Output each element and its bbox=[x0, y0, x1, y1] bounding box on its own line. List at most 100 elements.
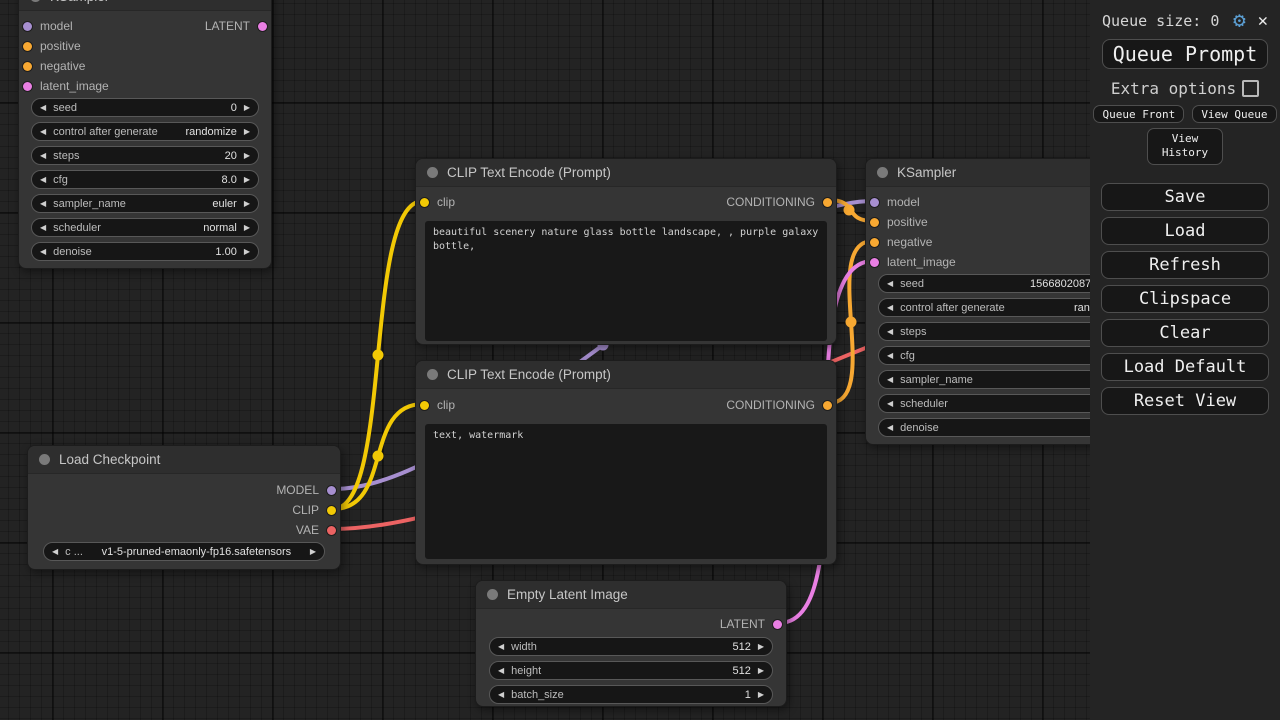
widget-batch-size[interactable]: ◀ batch_size 1 ▶ bbox=[489, 685, 773, 704]
node-title-bar[interactable]: CLIP Text Encode (Prompt) bbox=[416, 361, 836, 389]
decrement-arrow-icon[interactable]: ◀ bbox=[887, 374, 894, 384]
decrement-arrow-icon[interactable]: ◀ bbox=[887, 350, 894, 360]
decrement-arrow-icon[interactable]: ◀ bbox=[40, 102, 47, 112]
output-port-latent[interactable] bbox=[258, 21, 267, 31]
input-port-latent-image[interactable] bbox=[870, 257, 879, 267]
node-title-bar[interactable]: Load Checkpoint bbox=[28, 446, 340, 474]
widget-width[interactable]: ◀ width 512 ▶ bbox=[489, 637, 773, 656]
widget-steps[interactable]: ◀ steps bbox=[878, 322, 1142, 341]
node-title-bar[interactable]: Empty Latent Image bbox=[476, 581, 786, 609]
widget-sampler-name[interactable]: ◀ sampler_name bbox=[878, 370, 1142, 389]
increment-arrow-icon[interactable]: ▶ bbox=[243, 174, 250, 184]
decrement-arrow-icon[interactable]: ◀ bbox=[40, 174, 47, 184]
widget-seed[interactable]: ◀ seed 1566802087 bbox=[878, 274, 1142, 293]
decrement-arrow-icon[interactable]: ◀ bbox=[40, 222, 47, 232]
widget-cfg[interactable]: ◀ cfg 8.0 ▶ bbox=[31, 170, 259, 189]
input-port-positive[interactable] bbox=[870, 217, 879, 227]
decrement-arrow-icon[interactable]: ◀ bbox=[887, 398, 894, 408]
input-port-latent-image[interactable] bbox=[23, 81, 32, 91]
collapse-dot-icon[interactable] bbox=[427, 369, 438, 380]
queue-front-button[interactable]: Queue Front bbox=[1093, 105, 1185, 123]
refresh-button[interactable]: Refresh bbox=[1101, 250, 1269, 279]
queue-prompt-button[interactable]: Queue Prompt bbox=[1102, 39, 1268, 69]
view-history-button[interactable]: View History bbox=[1146, 128, 1224, 165]
decrement-arrow-icon[interactable]: ◀ bbox=[887, 302, 894, 312]
decrement-arrow-icon[interactable]: ◀ bbox=[498, 665, 505, 675]
collapse-dot-icon[interactable] bbox=[30, 0, 41, 2]
node-title-bar[interactable]: CLIP Text Encode (Prompt) bbox=[416, 159, 836, 187]
widget-label: batch_size bbox=[511, 688, 564, 701]
clipspace-button[interactable]: Clipspace bbox=[1101, 284, 1269, 313]
input-port-model[interactable] bbox=[23, 21, 32, 31]
increment-arrow-icon[interactable]: ▶ bbox=[243, 150, 250, 160]
prompt-textarea[interactable]: text, watermark bbox=[425, 424, 827, 559]
output-port-conditioning[interactable] bbox=[823, 197, 832, 207]
widget-ckpt-name[interactable]: ◀ c ... v1-5-pruned-emaonly-fp16.safeten… bbox=[43, 542, 325, 561]
increment-arrow-icon[interactable]: ▶ bbox=[757, 689, 764, 699]
close-icon[interactable]: ✕ bbox=[1257, 10, 1268, 31]
widget-label: steps bbox=[53, 149, 80, 162]
view-queue-button[interactable]: View Queue bbox=[1192, 105, 1277, 123]
output-port-vae[interactable] bbox=[327, 525, 336, 535]
decrement-arrow-icon[interactable]: ◀ bbox=[40, 126, 47, 136]
node-title: KSampler bbox=[50, 0, 109, 4]
widget-sampler-name[interactable]: ◀ sampler_name euler ▶ bbox=[31, 194, 259, 213]
decrement-arrow-icon[interactable]: ◀ bbox=[40, 246, 47, 256]
widget-cfg[interactable]: ◀ cfg bbox=[878, 346, 1142, 365]
prev-arrow-icon[interactable]: ◀ bbox=[52, 546, 59, 556]
widget-denoise[interactable]: ◀ denoise 1.00 ▶ bbox=[31, 242, 259, 261]
widget-control-after-generate[interactable]: ◀ control after generate randomize ▶ bbox=[31, 122, 259, 141]
output-port-conditioning[interactable] bbox=[823, 400, 832, 410]
collapse-dot-icon[interactable] bbox=[39, 454, 50, 465]
load-default-button[interactable]: Load Default bbox=[1101, 352, 1269, 381]
output-port-latent[interactable] bbox=[773, 619, 782, 629]
decrement-arrow-icon[interactable]: ◀ bbox=[498, 689, 505, 699]
increment-arrow-icon[interactable]: ▶ bbox=[243, 126, 250, 136]
collapse-dot-icon[interactable] bbox=[877, 167, 888, 178]
increment-arrow-icon[interactable]: ▶ bbox=[243, 246, 250, 256]
widget-denoise[interactable]: ◀ denoise bbox=[878, 418, 1142, 437]
increment-arrow-icon[interactable]: ▶ bbox=[757, 665, 764, 675]
decrement-arrow-icon[interactable]: ◀ bbox=[887, 422, 894, 432]
decrement-arrow-icon[interactable]: ◀ bbox=[40, 150, 47, 160]
input-port-negative[interactable] bbox=[23, 61, 32, 71]
widget-height[interactable]: ◀ height 512 ▶ bbox=[489, 661, 773, 680]
node-empty-latent-image[interactable]: Empty Latent Image LATENT ◀ width 512 ▶ … bbox=[475, 580, 787, 707]
increment-arrow-icon[interactable]: ▶ bbox=[243, 222, 250, 232]
increment-arrow-icon[interactable]: ▶ bbox=[243, 198, 250, 208]
reset-view-button[interactable]: Reset View bbox=[1101, 386, 1269, 415]
next-arrow-icon[interactable]: ▶ bbox=[309, 546, 316, 556]
widget-seed[interactable]: ◀ seed 0 ▶ bbox=[31, 98, 259, 117]
decrement-arrow-icon[interactable]: ◀ bbox=[498, 641, 505, 651]
input-port-negative[interactable] bbox=[870, 237, 879, 247]
load-button[interactable]: Load bbox=[1101, 216, 1269, 245]
input-port-model[interactable] bbox=[870, 197, 879, 207]
widget-label: steps bbox=[900, 325, 927, 338]
clear-button[interactable]: Clear bbox=[1101, 318, 1269, 347]
increment-arrow-icon[interactable]: ▶ bbox=[243, 102, 250, 112]
extra-options-checkbox[interactable] bbox=[1242, 80, 1260, 97]
prompt-textarea[interactable]: beautiful scenery nature glass bottle la… bbox=[425, 221, 827, 341]
decrement-arrow-icon[interactable]: ◀ bbox=[887, 278, 894, 288]
node-clip-text-encode-negative[interactable]: CLIP Text Encode (Prompt) clip CONDITION… bbox=[415, 360, 837, 565]
input-port-clip[interactable] bbox=[420, 197, 429, 207]
node-title-bar[interactable]: KSampler bbox=[19, 0, 271, 11]
input-port-clip[interactable] bbox=[420, 400, 429, 410]
settings-gear-icon[interactable]: ⚙ bbox=[1233, 8, 1246, 32]
widget-steps[interactable]: ◀ steps 20 ▶ bbox=[31, 146, 259, 165]
collapse-dot-icon[interactable] bbox=[487, 589, 498, 600]
output-port-clip[interactable] bbox=[327, 505, 336, 515]
widget-scheduler[interactable]: ◀ scheduler bbox=[878, 394, 1142, 413]
input-port-positive[interactable] bbox=[23, 41, 32, 51]
save-button[interactable]: Save bbox=[1101, 182, 1269, 211]
widget-scheduler[interactable]: ◀ scheduler normal ▶ bbox=[31, 218, 259, 237]
node-ksampler-top[interactable]: KSampler model positive negative latent_… bbox=[18, 0, 272, 269]
collapse-dot-icon[interactable] bbox=[427, 167, 438, 178]
output-port-model[interactable] bbox=[327, 485, 336, 495]
node-clip-text-encode-positive[interactable]: CLIP Text Encode (Prompt) clip CONDITION… bbox=[415, 158, 837, 345]
decrement-arrow-icon[interactable]: ◀ bbox=[887, 326, 894, 336]
decrement-arrow-icon[interactable]: ◀ bbox=[40, 198, 47, 208]
node-load-checkpoint[interactable]: Load Checkpoint MODEL CLIP VAE ◀ c ... v… bbox=[27, 445, 341, 570]
increment-arrow-icon[interactable]: ▶ bbox=[757, 641, 764, 651]
